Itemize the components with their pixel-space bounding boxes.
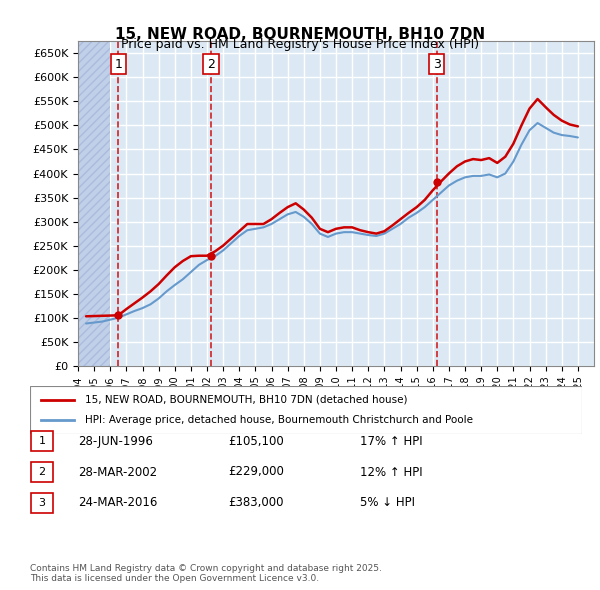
Text: 2: 2 xyxy=(207,57,215,71)
FancyBboxPatch shape xyxy=(31,493,53,513)
Text: 28-JUN-1996: 28-JUN-1996 xyxy=(78,435,153,448)
Text: £105,100: £105,100 xyxy=(228,435,284,448)
Text: 28-MAR-2002: 28-MAR-2002 xyxy=(78,466,157,478)
Text: 24-MAR-2016: 24-MAR-2016 xyxy=(78,496,157,509)
Bar xyxy=(78,41,110,366)
Text: HPI: Average price, detached house, Bournemouth Christchurch and Poole: HPI: Average price, detached house, Bour… xyxy=(85,415,473,425)
Text: 1: 1 xyxy=(38,437,46,446)
Text: 1: 1 xyxy=(115,57,122,71)
Text: 15, NEW ROAD, BOURNEMOUTH, BH10 7DN: 15, NEW ROAD, BOURNEMOUTH, BH10 7DN xyxy=(115,27,485,41)
Text: £383,000: £383,000 xyxy=(228,496,284,509)
Text: £229,000: £229,000 xyxy=(228,466,284,478)
Text: 3: 3 xyxy=(38,498,46,507)
Text: Contains HM Land Registry data © Crown copyright and database right 2025.
This d: Contains HM Land Registry data © Crown c… xyxy=(30,563,382,583)
Text: 12% ↑ HPI: 12% ↑ HPI xyxy=(360,466,422,478)
Text: 5% ↓ HPI: 5% ↓ HPI xyxy=(360,496,415,509)
Text: 2: 2 xyxy=(38,467,46,477)
FancyBboxPatch shape xyxy=(30,386,582,434)
Text: Price paid vs. HM Land Registry's House Price Index (HPI): Price paid vs. HM Land Registry's House … xyxy=(121,38,479,51)
Text: 15, NEW ROAD, BOURNEMOUTH, BH10 7DN (detached house): 15, NEW ROAD, BOURNEMOUTH, BH10 7DN (det… xyxy=(85,395,408,405)
FancyBboxPatch shape xyxy=(31,462,53,482)
Text: 3: 3 xyxy=(433,57,441,71)
FancyBboxPatch shape xyxy=(31,431,53,451)
Text: 17% ↑ HPI: 17% ↑ HPI xyxy=(360,435,422,448)
